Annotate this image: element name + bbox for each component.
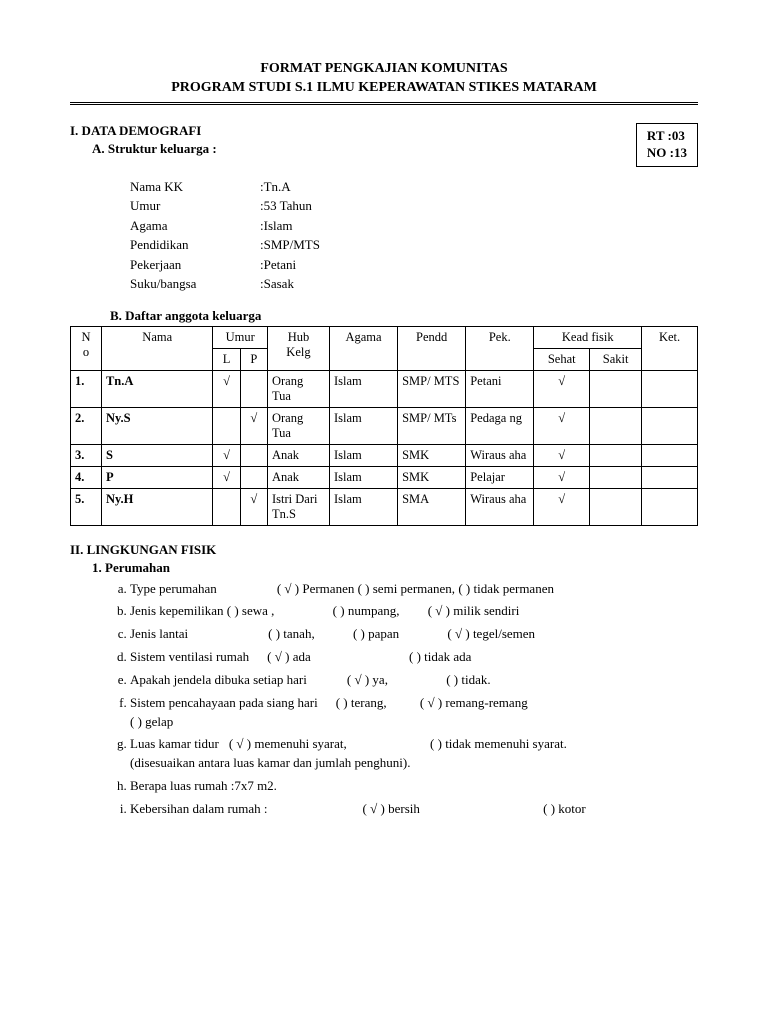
checkbox-option: ( ) sewa ,: [227, 602, 275, 621]
kv-row: Pekerjaan:Petani: [130, 255, 698, 275]
table-row: 2.Ny.S√Orang TuaIslamSMP/ MTsPedaga ng√: [71, 407, 698, 444]
checkbox-option: ( ) tidak permanen: [458, 580, 554, 599]
kv-value: :Islam: [260, 216, 293, 236]
th-ket: Ket.: [642, 326, 698, 370]
item-text: Sistem pencahayaan pada siang hari: [130, 695, 318, 710]
th-hub: HubKelg: [267, 326, 329, 370]
table-row: 5.Ny.H√Istri Dari Tn.SIslamSMAWiraus aha…: [71, 488, 698, 525]
no-label: NO :13: [647, 145, 687, 162]
table-row: 4.P√AnakIslamSMKPelajar√: [71, 466, 698, 488]
trailing-option: ( ) gelap: [130, 714, 173, 729]
checkbox-option: ( √ ) tegel/semen: [447, 625, 535, 644]
top-row: I. DATA DEMOGRAFI A. Struktur keluarga :…: [70, 123, 698, 167]
th-kead: Kead fisik: [534, 326, 642, 348]
kv-label: Agama: [130, 216, 260, 236]
section-i-title: I. DATA DEMOGRAFI: [70, 123, 217, 139]
th-p: P: [240, 348, 267, 370]
item-text: Luas kamar tidur: [130, 736, 219, 751]
checkbox-option: ( ) semi permanen,: [358, 580, 455, 599]
doc-header: FORMAT PENGKAJIAN KOMUNITAS PROGRAM STUD…: [70, 60, 698, 98]
kv-row: Umur:53 Tahun: [130, 196, 698, 216]
list-item: Type perumahan ( √ ) Permanen ( ) semi pe…: [130, 580, 698, 599]
item-text: Type perumahan: [130, 581, 217, 596]
checkbox-option: ( ) tidak memenuhi syarat.: [430, 735, 567, 754]
rt-no-box: RT :03 NO :13: [636, 123, 698, 167]
housing-list: Type perumahan ( √ ) Permanen ( ) semi pe…: [130, 580, 698, 819]
section-ii-sub1: 1. Perumahan: [92, 560, 698, 576]
section-i-sub-b: B. Daftar anggota keluarga: [110, 308, 698, 324]
kv-row: Agama:Islam: [130, 216, 698, 236]
checkbox-option: ( √ ) ada: [267, 648, 311, 667]
header-rule: [70, 102, 698, 105]
checkbox-option: ( √ ) ya,: [347, 671, 388, 690]
kv-value: :Tn.A: [260, 177, 291, 197]
rt-label: RT :03: [647, 128, 687, 145]
section-ii: II. LINGKUNGAN FISIK 1. Perumahan Type p…: [70, 542, 698, 819]
checkbox-option: ( ) papan: [353, 625, 399, 644]
checkbox-option: ( ) terang,: [336, 694, 387, 713]
th-umur: Umur: [213, 326, 268, 348]
checkbox-option: ( ) numpang,: [333, 602, 400, 621]
checkbox-option: ( ) tidak.: [446, 671, 490, 690]
list-item: Sistem ventilasi rumah ( √ ) ada ( ) tida…: [130, 648, 698, 667]
list-item: Jenis kepemilikan ( ) sewa , ( ) numpang…: [130, 602, 698, 621]
checkbox-option: ( ) tidak ada: [409, 648, 471, 667]
item-text: Jenis kepemilikan: [130, 603, 224, 618]
checkbox-option: ( ) kotor: [543, 800, 586, 819]
section-ii-title: II. LINGKUNGAN FISIK: [70, 542, 698, 558]
header-line2: PROGRAM STUDI S.1 ILMU KEPERAWATAN STIKE…: [70, 79, 698, 98]
th-no: No: [71, 326, 102, 370]
th-pendd: Pendd: [398, 326, 466, 370]
kv-row: Suku/bangsa:Sasak: [130, 274, 698, 294]
list-item: Berapa luas rumah :7x7 m2.: [130, 777, 698, 796]
kv-label: Nama KK: [130, 177, 260, 197]
kv-label: Umur: [130, 196, 260, 216]
table-row: 3.S√AnakIslamSMKWiraus aha√: [71, 444, 698, 466]
list-item: Kebersihan dalam rumah : ( √ ) bersih ( )…: [130, 800, 698, 819]
table-row: 1.Tn.A√Orang TuaIslamSMP/ MTSPetani√: [71, 370, 698, 407]
th-agama: Agama: [329, 326, 397, 370]
item-text: Jenis lantai: [130, 626, 188, 641]
list-item: Apakah jendela dibuka setiap hari ( √ ) y…: [130, 671, 698, 690]
kv-value: :Sasak: [260, 274, 294, 294]
kv-label: Pekerjaan: [130, 255, 260, 275]
section-i-sub-a: A. Struktur keluarga :: [92, 141, 217, 157]
kv-value: :Petani: [260, 255, 296, 275]
checkbox-option: ( √ ) milik sendiri: [428, 602, 520, 621]
checkbox-option: ( √ ) remang-remang: [420, 694, 528, 713]
checkbox-option: ( ) tanah,: [268, 625, 315, 644]
checkbox-option: ( √ ) Permanen: [277, 580, 355, 599]
kv-row: Pendidikan:SMP/MTS: [130, 235, 698, 255]
th-sakit: Sakit: [590, 348, 642, 370]
list-item: Sistem pencahayaan pada siang hari ( ) te…: [130, 694, 698, 732]
kv-value: :SMP/MTS: [260, 235, 320, 255]
family-members-table: No Nama Umur HubKelg Agama Pendd Pek. Ke…: [70, 326, 698, 526]
list-item: Luas kamar tidur ( √ ) memenuhi syarat, (…: [130, 735, 698, 773]
th-pek: Pek.: [466, 326, 534, 370]
th-l: L: [213, 348, 240, 370]
th-nama: Nama: [101, 326, 213, 370]
th-sehat: Sehat: [534, 348, 590, 370]
checkbox-option: ( √ ) bersih: [363, 800, 420, 819]
family-head-block: Nama KK:Tn.AUmur:53 TahunAgama:IslamPend…: [130, 177, 698, 294]
kv-label: Suku/bangsa: [130, 274, 260, 294]
list-item: Jenis lantai ( ) tanah, ( ) papan ( √ ) t…: [130, 625, 698, 644]
header-line1: FORMAT PENGKAJIAN KOMUNITAS: [70, 60, 698, 79]
kv-row: Nama KK:Tn.A: [130, 177, 698, 197]
item-text: Kebersihan dalam rumah :: [130, 801, 268, 816]
item-note: (disesuaikan antara luas kamar dan jumla…: [130, 755, 411, 770]
checkbox-option: ( √ ) memenuhi syarat,: [229, 735, 347, 754]
item-text: Apakah jendela dibuka setiap hari: [130, 672, 307, 687]
item-text: Sistem ventilasi rumah: [130, 649, 249, 664]
kv-value: :53 Tahun: [260, 196, 312, 216]
kv-label: Pendidikan: [130, 235, 260, 255]
